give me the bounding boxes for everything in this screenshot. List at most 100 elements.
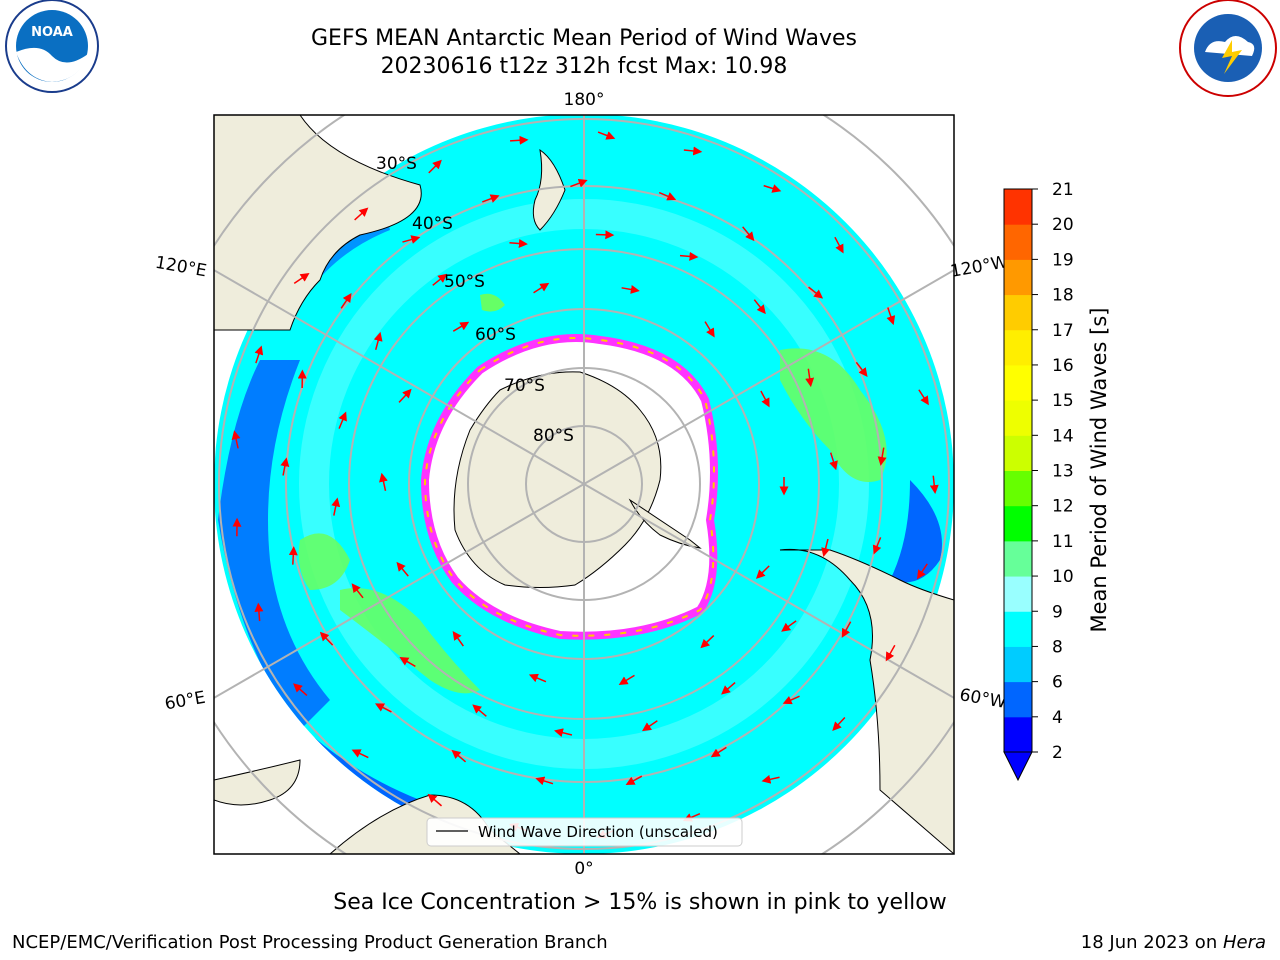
wave-direction-arrow [427,793,443,807]
wave-direction-arrow [618,674,635,685]
wave-direction-arrow [805,368,815,388]
australia-land [214,115,422,331]
wave-direction-arrow [398,388,412,403]
colorbar-tick-label: 6 [1052,673,1063,693]
wave-direction-arrow [399,657,416,668]
wave-direction-arrow [597,131,616,140]
wave-direction-arrow [428,159,442,174]
legend-label: Wind Wave Direction (unscaled) [478,823,718,841]
colorbar-segment [1004,576,1032,612]
lat-label-70s: 70°S [504,376,545,396]
wave-direction-arrow [451,749,467,763]
wave-direction-arrow [808,286,824,299]
colorbar-tick-label: 2 [1052,743,1063,763]
wave-direction-arrow [918,389,929,406]
colorbar-tick-label: 4 [1052,708,1063,728]
date-text: 18 Jun 2023 on [1080,932,1223,953]
wave-direction-arrow [535,776,554,786]
wave-direction-arrow [510,135,529,145]
noaa-logo: NOAA [5,0,99,93]
wave-direction-arrow [280,457,290,476]
lat-label-40s: 40°S [412,214,453,234]
colorbar-ticks: 2 4 6 8 9 10 11 12 13 14 15 16 17 18 19 20 21 [1032,180,1074,763]
legend-box [426,817,743,847]
credit-text: NCEP/EMC/Verification Post Processing Pr… [12,932,608,953]
colorbar-segment [1004,259,1032,296]
colorbar-label: Mean Period of Wind Waves [s] [1087,308,1111,633]
colorbar-segment [1004,224,1032,260]
wave-direction-arrow [379,472,388,491]
colorbar-segment [1004,681,1032,718]
colorbar-segment [1004,611,1032,647]
wave-direction-arrow [319,631,334,646]
wave-direction-arrow [595,230,615,240]
wave-direction-arrow [331,497,341,516]
wave-direction-arrow [293,683,308,697]
colorbar-segment [1004,329,1032,366]
wave-direction-arrow [373,331,383,350]
sea-ice-yellow-edge [423,337,715,637]
wave-direction-arrow [755,565,770,579]
wave-direction-arrow [855,361,868,377]
colorbar-segments [1004,189,1032,753]
map-legend: Wind Wave Direction (unscaled) [426,817,743,847]
wave-direction-arrow [679,251,699,261]
wave-direction-arrow [338,411,347,429]
wave-direction-arrow [763,184,782,193]
wave-direction-arrow [354,207,369,221]
wave-direction-arrow [402,235,421,244]
lat-label-50s: 50°S [444,272,485,292]
map-frame [213,114,955,855]
colorbar-tick-label: 16 [1052,356,1074,376]
colorbar-tick-label: 21 [1052,180,1074,200]
wave-direction-arrow [621,285,640,294]
wave-direction-arrow [742,226,755,242]
wave-direction-arrow [782,695,800,705]
wave-direction-arrow [432,273,448,286]
colorbar-tick-label: 11 [1052,532,1074,552]
low-period-patch-east [890,480,942,583]
lat-label-60s: 60°S [475,325,516,345]
wave-direction-arrow [340,293,352,309]
wave-direction-arrow [472,704,487,717]
noaa-logo-text: NOAA [31,25,73,40]
wave-direction-arrow [351,583,364,599]
colorbar-tick-label: 15 [1052,391,1074,411]
wave-direction-arrow [753,299,766,315]
colorbar-tick-label: 19 [1052,250,1074,270]
wave-direction-arrow [254,345,264,364]
wave-direction-arrow [452,321,470,332]
wave-direction-arrow [872,537,882,555]
meridian-60w [583,483,954,700]
wave-direction-arrow [916,563,928,580]
chart-title: GEFS MEAN Antarctic Mean Period of Wind … [311,26,857,51]
wave-direction-arrow [841,621,852,638]
wave-direction-arrow [700,634,715,649]
wind-wave-arrows [231,131,939,839]
wave-direction-arrow [528,673,547,683]
wave-direction-arrow [781,620,797,632]
high-period-patch-north [480,293,505,312]
wave-direction-arrow [396,561,409,577]
colorbar-tick-label: 18 [1052,286,1074,306]
wave-direction-arrow [829,452,838,471]
meridian-60e [214,483,585,700]
lon-label-180: 180° [564,90,605,110]
wave-direction-arrow [821,538,830,557]
wave-direction-arrow [704,321,715,338]
colorbar-segment [1004,400,1032,436]
colorbar-tick-label: 13 [1052,462,1074,482]
wave-direction-arrow [533,282,550,294]
sea-ice-note: Sea Ice Concentration > 15% is shown in … [333,890,947,915]
wave-direction-arrow [885,644,896,662]
wave-direction-arrow [710,746,727,758]
colorbar-tick-label: 14 [1052,426,1074,446]
wave-direction-arrow [554,728,573,738]
wave-direction-arrow [721,681,736,695]
low-period-patch-southwest [250,680,440,830]
colorbar-tick-label: 10 [1052,567,1074,587]
colorbar-tick-label: 8 [1052,637,1063,657]
wave-direction-arrow [683,146,703,156]
